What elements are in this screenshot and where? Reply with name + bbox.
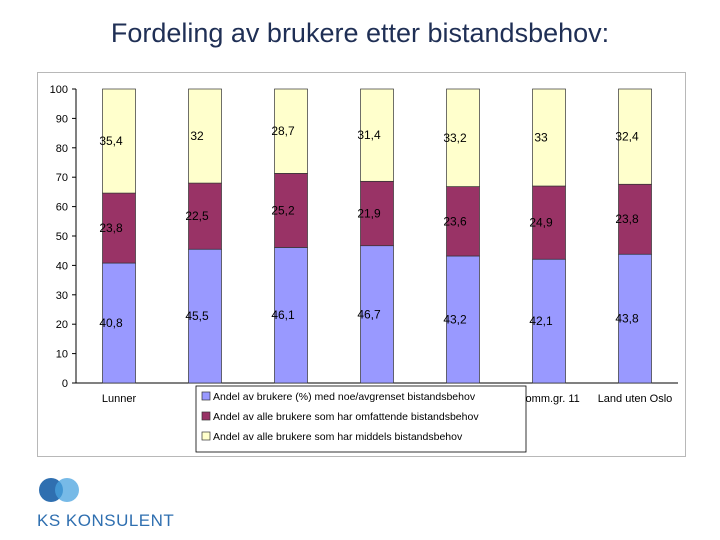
logo-text: KS KONSULENT bbox=[37, 511, 175, 530]
data-label: 32 bbox=[190, 129, 204, 143]
bar-segment bbox=[360, 245, 394, 384]
page-title: Fordeling av brukere etter bistandsbehov… bbox=[110, 18, 610, 48]
legend-swatch bbox=[201, 391, 211, 401]
legend-entry: Andel av alle brukere som har middels bi… bbox=[213, 431, 463, 443]
bar-segment bbox=[532, 88, 566, 187]
data-label: 46,1 bbox=[271, 308, 295, 322]
y-tick-label: 100 bbox=[50, 84, 68, 96]
bar-segment bbox=[274, 247, 308, 384]
legend-entry: Andel av alle brukere som har omfattende… bbox=[213, 411, 479, 423]
data-label: 46,7 bbox=[357, 307, 381, 321]
legend: Andel av brukere (%) med noe/avgrenset b… bbox=[195, 385, 527, 453]
data-label: 35,4 bbox=[99, 134, 123, 148]
x-tick-label: Land uten Oslo bbox=[598, 393, 673, 405]
bar-segment bbox=[446, 255, 480, 384]
bars bbox=[102, 88, 652, 384]
data-label: 40,8 bbox=[99, 316, 123, 330]
y-tick-label: 20 bbox=[56, 319, 68, 331]
bar-segment bbox=[360, 180, 394, 247]
data-labels: 40,8 23,8 35,4 45,5 22,5 32 46,1 25,2 28,7 46,7 21… bbox=[99, 124, 639, 330]
bar-segment bbox=[532, 258, 566, 384]
stacked-bar-chart: 0 10 20 30 40 50 60 70 80 90 100 40,8 23,8 35,4 45,5 2… bbox=[50, 84, 678, 453]
data-label: 32,4 bbox=[615, 130, 639, 144]
legend-swatch bbox=[201, 431, 211, 441]
y-tick-label: 40 bbox=[56, 260, 68, 272]
legend-entry: Andel av brukere (%) med noe/avgrenset b… bbox=[213, 391, 476, 403]
y-tick-label: 0 bbox=[62, 378, 68, 390]
chart-area: 0 10 20 30 40 50 60 70 80 90 100 40,8 23,8 35,4 45,5 2… bbox=[37, 72, 686, 457]
data-label: 25,2 bbox=[271, 203, 295, 217]
legend-swatch bbox=[201, 411, 211, 421]
data-label: 43,8 bbox=[615, 312, 639, 326]
axes: 0 10 20 30 40 50 60 70 80 90 100 bbox=[50, 84, 678, 390]
bar-segment bbox=[446, 186, 480, 257]
data-label: 23,6 bbox=[443, 214, 467, 228]
data-label: 23,8 bbox=[99, 221, 123, 235]
y-tick-label: 90 bbox=[56, 113, 68, 125]
bar-segment bbox=[360, 88, 394, 182]
y-tick-label: 60 bbox=[56, 202, 68, 214]
bar-segment bbox=[188, 182, 222, 250]
data-label: 43,2 bbox=[443, 312, 467, 326]
bar-segment bbox=[188, 88, 222, 184]
bar-segment bbox=[102, 262, 136, 384]
x-tick-label: Komm.gr. 11 bbox=[518, 393, 580, 405]
legend-box bbox=[195, 385, 527, 453]
data-label: 45,5 bbox=[185, 309, 209, 323]
bar-segment bbox=[618, 88, 652, 185]
y-tick-label: 80 bbox=[56, 143, 68, 155]
bar-segment bbox=[618, 183, 652, 255]
ks-konsulent-logo-icon bbox=[39, 478, 79, 502]
data-label: 31,4 bbox=[357, 128, 381, 142]
data-label: 22,5 bbox=[185, 209, 209, 223]
data-label: 28,7 bbox=[271, 124, 295, 138]
data-label: 33,2 bbox=[443, 131, 467, 145]
bar-segment bbox=[102, 192, 136, 264]
y-tick-label: 70 bbox=[56, 172, 68, 184]
y-tick-label: 30 bbox=[56, 290, 68, 302]
data-label: 23,8 bbox=[615, 212, 639, 226]
data-label: 21,9 bbox=[357, 207, 381, 221]
bar-segment bbox=[102, 88, 136, 194]
data-label: 42,1 bbox=[529, 314, 553, 328]
bar-segment bbox=[446, 88, 480, 187]
data-label: 33 bbox=[534, 131, 548, 145]
bar-segment bbox=[618, 253, 652, 384]
y-tick-label: 10 bbox=[56, 349, 68, 361]
data-label: 24,9 bbox=[529, 216, 553, 230]
y-tick-label: 50 bbox=[56, 231, 68, 243]
x-tick-label: Lunner bbox=[102, 393, 137, 405]
bar-segment bbox=[274, 88, 308, 174]
